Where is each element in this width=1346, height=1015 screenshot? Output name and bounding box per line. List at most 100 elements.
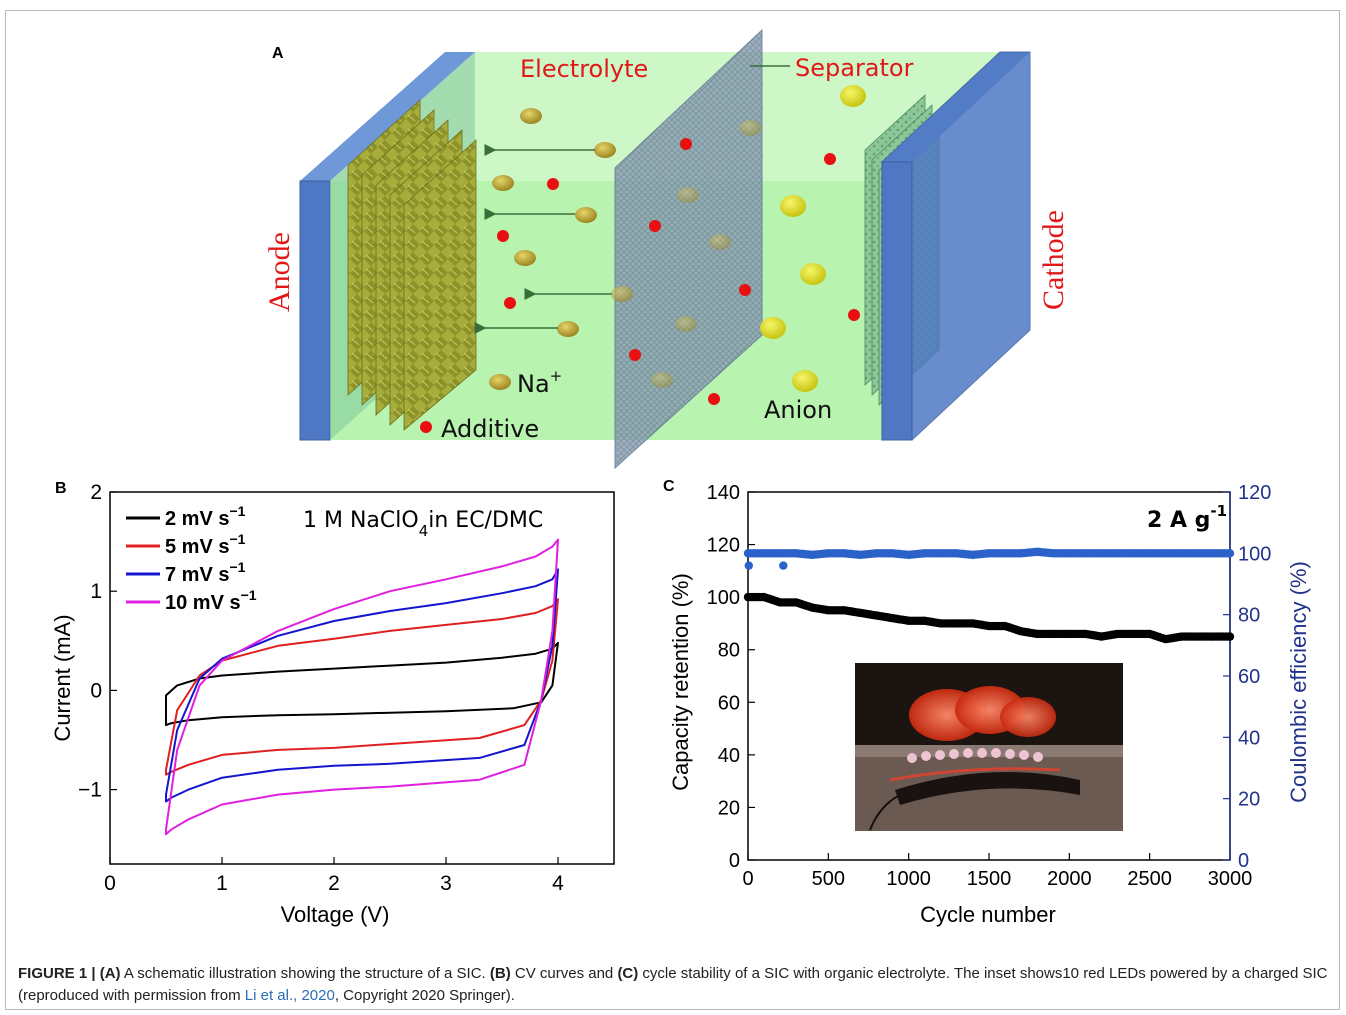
b-ytick-label: 2 bbox=[90, 481, 102, 504]
c-data-point-series-2 bbox=[1225, 549, 1235, 558]
c-ytick-right-label: 20 bbox=[1238, 789, 1260, 811]
c-ytick-right-label: 60 bbox=[1238, 666, 1260, 688]
b-xtick-label: 3 bbox=[440, 872, 452, 895]
migration-arrows bbox=[474, 65, 790, 334]
caption-a: (A) bbox=[99, 965, 121, 982]
c-ytick-left-label: 140 bbox=[707, 482, 740, 504]
panel-b-label: B bbox=[55, 480, 67, 497]
c-xtick-label: 2500 bbox=[1127, 868, 1172, 890]
panel-b-ylabel: Current (mA) bbox=[50, 614, 75, 741]
c-ytick-right-label: 80 bbox=[1238, 605, 1260, 627]
na-sup: + bbox=[550, 367, 563, 385]
c-xtick-label: 3000 bbox=[1208, 868, 1253, 890]
panel-c-ylabel-left: Capacity retention (%) bbox=[668, 573, 693, 791]
anode-plate bbox=[299, 180, 331, 441]
current-density-sup: -1 bbox=[1210, 502, 1227, 520]
c-ytick-left-label: 40 bbox=[718, 745, 740, 767]
caption-text-1: A schematic illustration showing the str… bbox=[120, 965, 490, 982]
panel-c-points bbox=[743, 547, 1235, 644]
anode-label: Anode bbox=[263, 232, 296, 312]
cv-curve-series-1 bbox=[165, 641, 559, 727]
panel-b-cv-chart: B 0 1 2 3 4 2 1 0 −1 2 mV s−15 mV s−17 mV s−110 … bbox=[50, 480, 615, 927]
c-ytick-left-label: 20 bbox=[718, 797, 740, 819]
anions bbox=[760, 85, 866, 392]
b-xtick-label: 0 bbox=[104, 872, 116, 895]
additive-legend-marker bbox=[420, 421, 432, 433]
panel-c-ticks: 0 500 1000 1500 2000 2500 30001401201008060402… bbox=[707, 482, 1272, 890]
b-ytick-label: −1 bbox=[78, 779, 102, 802]
anode-top bbox=[300, 52, 475, 181]
caption-text-2: CV curves and bbox=[510, 965, 618, 982]
c-ytick-right-label: 40 bbox=[1238, 727, 1260, 749]
figure-frame bbox=[5, 10, 1340, 1010]
cv-curve-series-4 bbox=[165, 538, 559, 836]
c-ytick-right-label: 120 bbox=[1238, 482, 1271, 504]
caption-text-4: , Copyright 2020 Springer). bbox=[334, 987, 515, 1004]
c-xtick-label: 1000 bbox=[886, 868, 931, 890]
panel-a-schematic: A bbox=[263, 28, 1070, 470]
electrolyte-label: Electrolyte bbox=[520, 55, 648, 83]
c-xtick-label: 1500 bbox=[967, 868, 1012, 890]
additive-dots bbox=[497, 138, 860, 405]
annotation-subscript: 4 bbox=[419, 522, 429, 540]
cv-curve-series-3 bbox=[165, 568, 559, 803]
anode-sheets bbox=[347, 99, 477, 431]
figure-caption: FIGURE 1 | (A) A schematic illustration … bbox=[18, 963, 1328, 1007]
b-ytick-label: 1 bbox=[90, 580, 102, 603]
anion-label: Anion bbox=[764, 396, 832, 424]
c-data-point-series-3 bbox=[779, 561, 788, 570]
cathode-front bbox=[881, 161, 913, 441]
c-xtick-label: 500 bbox=[812, 868, 845, 890]
c-ytick-left-label: 100 bbox=[707, 587, 740, 609]
caption-figure-number: FIGURE 1 | bbox=[18, 965, 96, 982]
na-text: Na bbox=[517, 370, 550, 398]
c-ytick-left-label: 80 bbox=[718, 640, 740, 662]
panel-b-ticks: 0 1 2 3 4 2 1 0 −1 bbox=[78, 481, 564, 895]
legend-label-3: 7 mV s−1 bbox=[165, 559, 246, 586]
legend-label-2: 5 mV s−1 bbox=[165, 531, 246, 558]
c-data-point-series-3 bbox=[744, 561, 753, 570]
c-xtick-label: 0 bbox=[742, 868, 753, 890]
current-density-text: 2 A g bbox=[1147, 508, 1210, 533]
c-ytick-left-label: 120 bbox=[707, 535, 740, 557]
na-legend-marker bbox=[489, 374, 511, 390]
c-ytick-right-label: 0 bbox=[1238, 850, 1249, 872]
panel-b-curves bbox=[165, 538, 559, 836]
legend-label-4: 10 mV s−1 bbox=[165, 587, 257, 614]
led-inset-photo bbox=[855, 663, 1123, 831]
c-ytick-right-label: 100 bbox=[1238, 543, 1271, 565]
c-ytick-left-label: 0 bbox=[729, 850, 740, 872]
na-ions bbox=[492, 108, 761, 388]
c-data-point-series-1 bbox=[1225, 632, 1235, 641]
panel-c-cycle-chart: C 0 500 1000 1500 2000 2500 300014012010080604… bbox=[663, 478, 1311, 927]
panel-b-xlabel: Voltage (V) bbox=[281, 902, 390, 927]
separator-label: Separator bbox=[795, 54, 914, 82]
cathode-label: Cathode bbox=[1037, 210, 1070, 310]
panel-c-label: C bbox=[663, 478, 675, 495]
panel-b-axes-frame bbox=[109, 491, 615, 865]
panel-c-xlabel: Cycle number bbox=[920, 902, 1056, 927]
legend-label-1: 2 mV s−1 bbox=[165, 503, 246, 530]
annotation-text: 1 M NaClO bbox=[303, 508, 419, 533]
panel-c-ylabel-right: Coulombic efficiency (%) bbox=[1286, 561, 1311, 803]
b-ytick-label: 0 bbox=[90, 679, 102, 702]
current-density-annotation: 2 A g-1 bbox=[1147, 502, 1227, 533]
b-xtick-label: 4 bbox=[552, 872, 564, 895]
caption-text-3: cycle stability of a SIC with organic el… bbox=[18, 965, 1328, 1004]
caption-b: (B) bbox=[489, 965, 511, 982]
panel-a-label: A bbox=[272, 45, 284, 62]
annotation-rest: in EC/DMC bbox=[428, 508, 543, 533]
citation-link[interactable]: Li et al., 2020 bbox=[244, 987, 335, 1004]
separator-membrane bbox=[614, 28, 763, 470]
b-xtick-label: 1 bbox=[216, 872, 228, 895]
panel-b-legend: 2 mV s−15 mV s−17 mV s−110 mV s−1 bbox=[126, 503, 257, 614]
electrolyte-annotation: 1 M NaClO4in EC/DMC bbox=[303, 508, 543, 540]
c-ytick-left-label: 60 bbox=[718, 692, 740, 714]
na-legend-label: Na+ bbox=[517, 367, 562, 398]
caption-c: (C) bbox=[617, 965, 639, 982]
c-xtick-label: 2000 bbox=[1047, 868, 1092, 890]
cv-curve-series-2 bbox=[165, 598, 559, 776]
additive-legend-label: Additive bbox=[441, 415, 539, 443]
b-xtick-label: 2 bbox=[328, 872, 340, 895]
